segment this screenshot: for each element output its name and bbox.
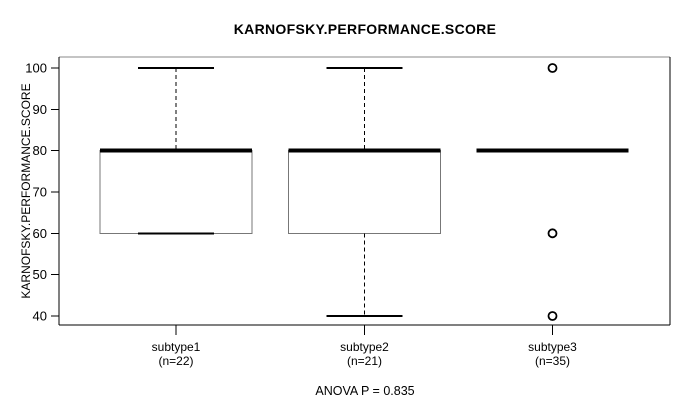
y-tick-label: 60	[33, 226, 47, 241]
y-tick-label: 100	[25, 61, 47, 76]
boxplot-subtype3: subtype3(n=35)	[476, 63, 629, 368]
x-group-count-label: (n=35)	[535, 354, 570, 368]
chart-title: KARNOFSKY.PERFORMANCE.SCORE	[233, 21, 497, 37]
outlier-point	[547, 311, 558, 321]
outlier-point	[547, 228, 558, 239]
iqr-box	[99, 150, 253, 234]
y-tick-label: 40	[33, 309, 47, 324]
y-tick-label: 50	[33, 267, 47, 282]
x-group-label: subtype1	[152, 340, 201, 354]
x-group-count-label: (n=21)	[347, 354, 382, 368]
anova-annotation: ANOVA P = 0.835	[315, 384, 415, 398]
y-axis: 40 50 60 70 80 90 100	[25, 61, 59, 324]
y-tick-label: 90	[33, 102, 47, 117]
iqr-box	[288, 150, 441, 234]
outlier-point	[547, 63, 558, 73]
x-group-label: subtype3	[528, 340, 577, 354]
boxplot-subtype1: subtype1(n=22)	[99, 67, 253, 368]
y-tick-label: 70	[33, 185, 47, 200]
x-group-label: subtype2	[340, 340, 389, 354]
x-group-count-label: (n=22)	[158, 354, 193, 368]
y-tick-label: 80	[33, 143, 47, 158]
boxplot-subtype2: subtype2(n=21)	[288, 67, 441, 368]
